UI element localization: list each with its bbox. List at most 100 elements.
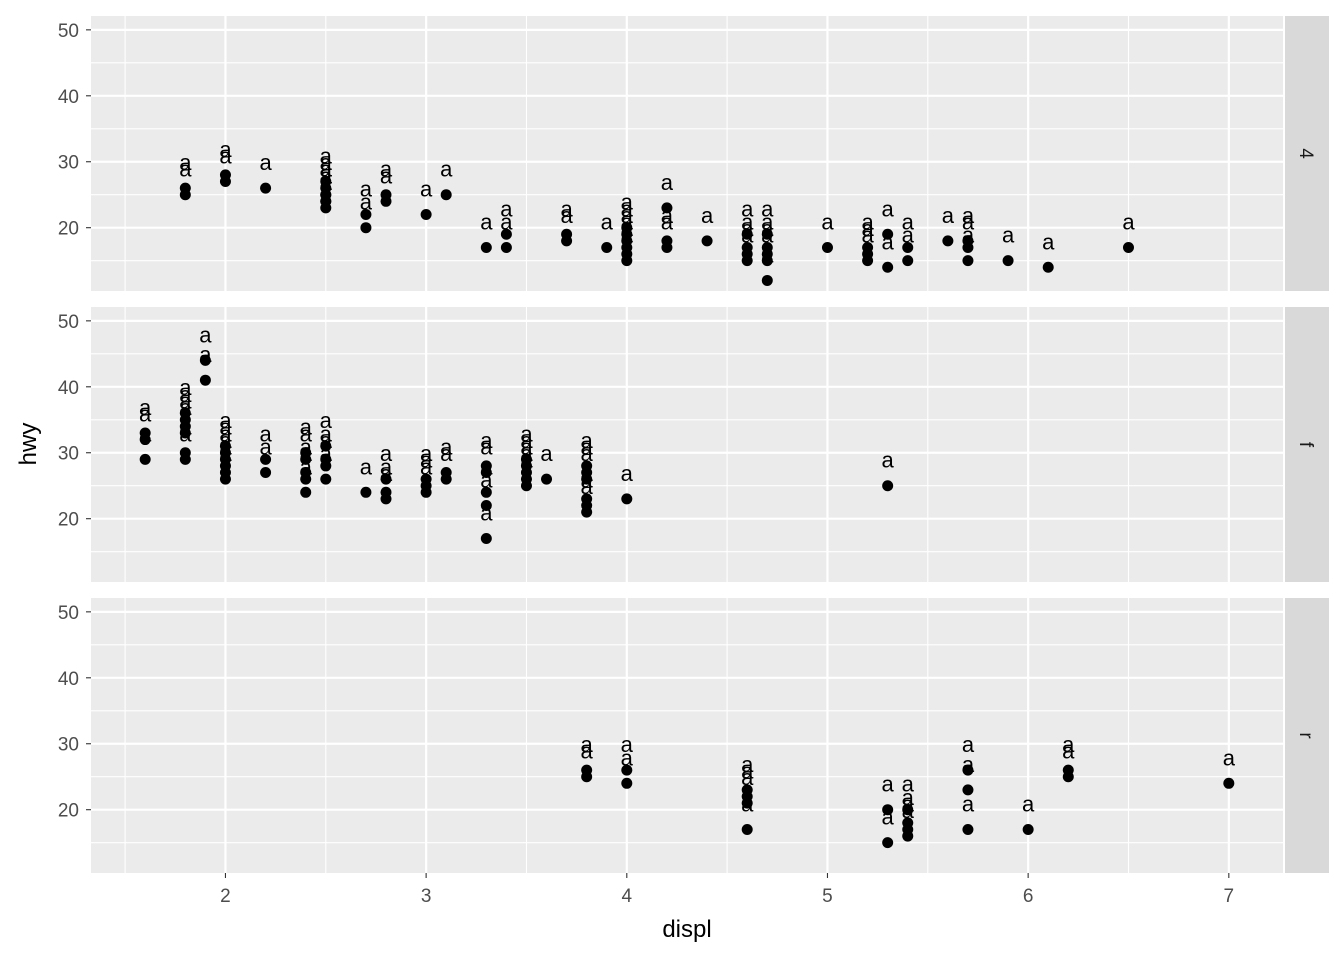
data-point — [440, 473, 452, 485]
data-point-text-label: a — [480, 435, 493, 460]
facet-panel-f: 20304050faaaaaaaaaaaaaaaaaaaaaaaaaaaaaaa… — [58, 307, 1329, 582]
data-point — [440, 189, 452, 201]
x-tick-label: 3 — [421, 886, 432, 907]
data-point-text-label: a — [420, 177, 433, 202]
data-point-text-label: a — [761, 242, 774, 267]
data-point-text-label: a — [139, 395, 152, 420]
data-point — [862, 255, 874, 267]
y-tick-label: 30 — [58, 444, 79, 465]
data-point-text-label: a — [581, 739, 594, 764]
panel-background — [91, 307, 1283, 582]
data-point-text-label: a — [741, 223, 754, 248]
data-point-text-label: a — [621, 203, 634, 228]
data-point — [1002, 255, 1014, 267]
data-point-text-label: a — [581, 468, 594, 493]
data-point-text-label: a — [320, 150, 333, 175]
data-point — [420, 209, 432, 221]
data-point — [480, 241, 492, 253]
data-point — [902, 830, 914, 842]
data-point-text-label: a — [320, 144, 333, 169]
data-point — [761, 255, 773, 267]
data-point-text-label: a — [480, 209, 493, 234]
data-point-text-label: a — [500, 209, 513, 234]
data-point-text-label: a — [219, 435, 232, 460]
facet-strip — [1285, 307, 1329, 582]
data-point-text-label: a — [661, 170, 674, 195]
data-point-text-label: a — [741, 752, 754, 777]
data-point-text-label: a — [320, 163, 333, 188]
data-point — [621, 764, 633, 776]
data-point-text-label: a — [761, 196, 774, 221]
data-point — [882, 261, 894, 273]
data-point — [661, 202, 673, 214]
data-point-text-label: a — [259, 150, 272, 175]
facet-strip — [1285, 16, 1329, 291]
data-point-text-label: a — [420, 441, 433, 466]
facet-strip-label: r — [1295, 732, 1316, 739]
data-point — [360, 486, 372, 498]
data-point-text-label: a — [621, 461, 634, 486]
data-point — [621, 493, 633, 505]
data-point-text-label: a — [581, 474, 594, 499]
data-point-text-label: a — [581, 441, 594, 466]
data-point-text-label: a — [741, 216, 754, 241]
data-point — [199, 374, 211, 386]
data-point-text-label: a — [882, 196, 895, 221]
data-point-text-label: a — [1062, 732, 1075, 757]
data-point-text-label: a — [199, 322, 212, 347]
data-point-text-label: a — [861, 223, 874, 248]
x-tick-label: 7 — [1224, 886, 1235, 907]
data-point-text-label: a — [601, 209, 614, 234]
data-point-text-label: a — [882, 805, 895, 830]
facet-strip-label: f — [1295, 442, 1316, 448]
data-point-text-label: a — [621, 745, 634, 770]
data-point-text-label: a — [962, 209, 975, 234]
data-point-text-label: a — [962, 732, 975, 757]
data-point — [480, 532, 492, 544]
data-point-text-label: a — [520, 448, 533, 473]
data-point-text-label: a — [300, 454, 313, 479]
data-point — [601, 241, 613, 253]
data-point — [260, 182, 272, 194]
data-point — [962, 784, 974, 796]
data-point — [300, 473, 312, 485]
data-point-text-label: a — [701, 203, 714, 228]
data-point — [179, 427, 191, 439]
data-point — [199, 354, 211, 366]
data-point — [480, 486, 492, 498]
data-point-text-label: a — [300, 421, 313, 446]
data-point-text-label: a — [621, 209, 634, 234]
data-point — [1223, 777, 1235, 789]
data-point-text-label: a — [621, 190, 634, 215]
data-point-text-label: a — [320, 170, 333, 195]
data-point-text-label: a — [1042, 229, 1055, 254]
data-point — [300, 453, 312, 465]
data-point — [882, 804, 894, 816]
data-point — [520, 480, 532, 492]
data-point — [260, 467, 272, 479]
data-point-text-label: a — [882, 229, 895, 254]
data-point-text-label: a — [962, 791, 975, 816]
data-point — [1042, 261, 1054, 273]
data-point — [320, 473, 332, 485]
data-point-text-label: a — [761, 223, 774, 248]
x-tick-label: 2 — [220, 886, 231, 907]
data-point-text-label: a — [320, 421, 333, 446]
data-point-text-label: a — [560, 203, 573, 228]
data-point-text-label: a — [440, 441, 453, 466]
data-point-text-label: a — [942, 203, 955, 228]
data-point-text-label: a — [741, 209, 754, 234]
data-point-text-label: a — [480, 428, 493, 453]
data-point-text-label: a — [420, 448, 433, 473]
data-point-text-label: a — [380, 454, 393, 479]
data-point-text-label: a — [761, 216, 774, 241]
data-point-text-label: a — [581, 428, 594, 453]
data-point-text-label: a — [139, 421, 152, 446]
data-point-text-label: a — [179, 415, 192, 440]
data-point-text-label: a — [139, 402, 152, 427]
data-point-text-label: a — [360, 177, 373, 202]
data-point-text-label: a — [902, 772, 915, 797]
